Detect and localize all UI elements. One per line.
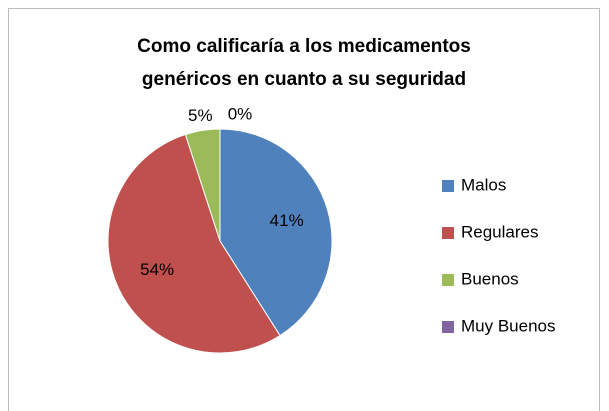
data-label: 41%	[270, 211, 304, 230]
legend-swatch	[442, 180, 454, 192]
legend-swatch	[442, 274, 454, 286]
data-label: 0%	[228, 104, 253, 123]
chart-title: genéricos en cuanto a su seguridad	[142, 69, 466, 90]
legend-swatch	[442, 227, 454, 239]
chart-title: Como calificaría a los medicamentos	[137, 36, 471, 57]
legend-swatch	[442, 321, 454, 333]
pie-slice	[219, 128, 333, 337]
legend-label: Malos	[461, 175, 506, 194]
legend-label: Regulares	[461, 222, 539, 241]
legend-label: Buenos	[461, 269, 519, 288]
data-label: 5%	[188, 106, 213, 125]
data-label: 54%	[140, 260, 174, 279]
legend-label: Muy Buenos	[461, 316, 556, 335]
pie-slice	[107, 133, 281, 354]
